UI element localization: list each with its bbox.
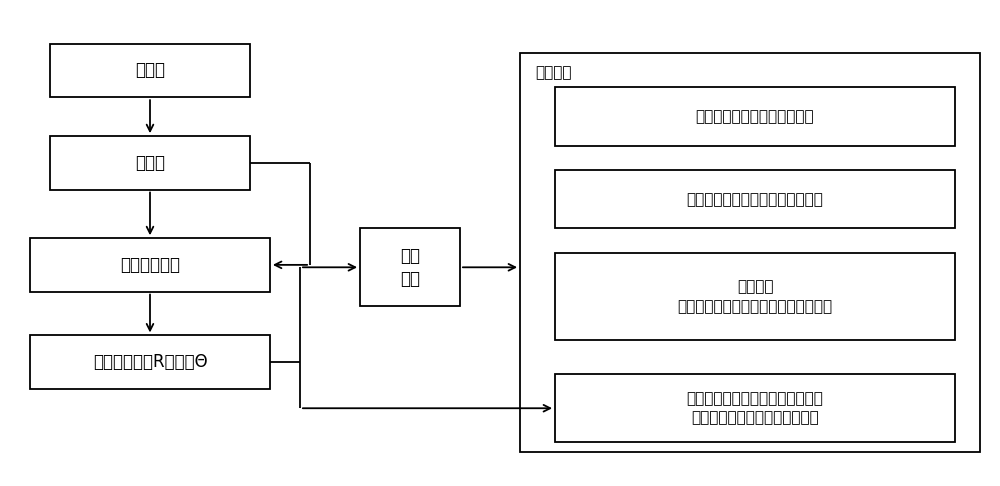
Bar	[360, 228, 460, 306]
Text: 磁电回线
（即磁电电压随磁场强度的变化曲线）: 磁电回线 （即磁电电压随磁场强度的变化曲线）	[677, 279, 833, 314]
Text: 读取电压幅值R和相位Θ: 读取电压幅值R和相位Θ	[93, 353, 207, 371]
Bar	[30, 335, 270, 389]
Text: 读取磁场强度: 读取磁场强度	[120, 256, 180, 274]
Text: 幅值、相位随磁场强度的变化曲线: 幅值、相位随磁场强度的变化曲线	[687, 192, 823, 207]
Bar	[555, 253, 955, 340]
Text: 实时作图: 实时作图	[535, 66, 572, 81]
Bar	[50, 44, 250, 97]
Text: 保存测试时间、磁场强度、电压幅
值、电压相位、磁电电压到文件: 保存测试时间、磁场强度、电压幅 值、电压相位、磁电电压到文件	[687, 391, 823, 426]
Bar	[555, 374, 955, 442]
Text: 磁场强度随测量时间变化曲线: 磁场强度随测量时间变化曲线	[696, 109, 814, 124]
Bar	[50, 136, 250, 190]
Bar	[555, 87, 955, 146]
Bar	[555, 170, 955, 228]
Text: 定时器: 定时器	[135, 154, 165, 172]
Bar	[520, 53, 980, 452]
Text: 信号
处理: 信号 处理	[400, 246, 420, 288]
Bar	[30, 238, 270, 292]
Text: 初始化: 初始化	[135, 61, 165, 80]
